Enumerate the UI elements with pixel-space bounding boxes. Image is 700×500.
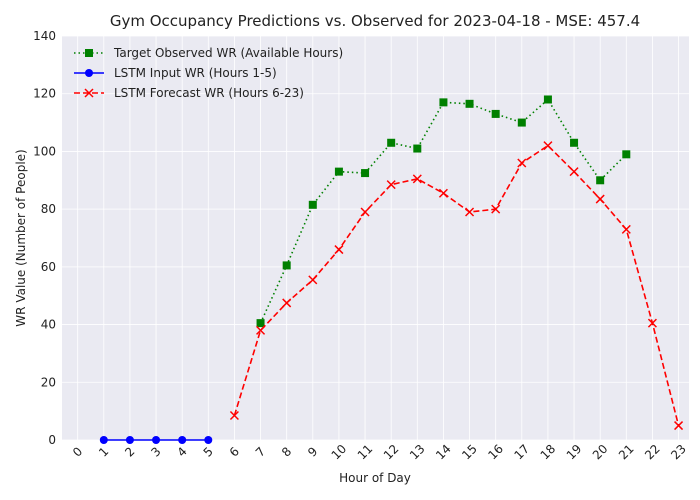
data-point: [622, 150, 631, 159]
data-point: [256, 325, 266, 335]
y-tick-label: 60: [41, 260, 56, 274]
data-point: [125, 436, 134, 444]
data-point: [360, 207, 370, 217]
y-axis-ticks: 0 20 40 60 80 100 120 140: [33, 29, 56, 447]
x-tick-label: 8: [279, 444, 294, 459]
data-point: [334, 167, 343, 176]
data-point: [204, 436, 213, 444]
y-axis-label: WR Value (Number of People): [14, 149, 28, 326]
y-tick-label: 80: [41, 202, 56, 216]
legend-label: LSTM Forecast WR (Hours 6-23): [114, 86, 304, 100]
data-point: [308, 200, 317, 209]
x-axis-ticks: 0 1 2 3 4 5 6 7 8 9 10 11 12 13 14 15 16 17 18 19 20 21 22 23: [70, 442, 689, 463]
y-tick-label: 0: [48, 433, 56, 447]
x-tick-label: 4: [175, 444, 190, 459]
x-tick-label: 6: [227, 444, 242, 459]
x-tick-label: 0: [70, 444, 85, 459]
legend-swatch-marker: [85, 69, 93, 77]
data-point: [543, 95, 552, 104]
data-point: [517, 118, 526, 127]
x-tick-label: 11: [355, 442, 376, 463]
x-tick-label: 21: [616, 442, 637, 463]
x-tick-label: 14: [433, 442, 454, 463]
x-tick-label: 13: [407, 442, 428, 463]
x-tick-label: 23: [668, 442, 689, 463]
x-tick-label: 2: [122, 444, 137, 459]
x-tick-label: 18: [538, 442, 559, 463]
legend-swatch-marker: [84, 88, 94, 98]
y-tick-label: 20: [41, 375, 56, 389]
data-point: [99, 436, 108, 444]
data-point: [152, 436, 161, 444]
data-point: [256, 319, 265, 328]
y-tick-label: 40: [41, 318, 56, 332]
legend-swatch-marker: [85, 49, 93, 57]
data-point: [229, 410, 239, 421]
data-point: [387, 138, 396, 147]
data-point: [465, 99, 474, 108]
y-tick-label: 120: [33, 87, 56, 101]
x-tick-label: 9: [305, 444, 320, 459]
data-point: [674, 421, 684, 431]
x-tick-label: 1: [96, 444, 111, 459]
x-tick-label: 20: [590, 442, 611, 463]
data-point: [647, 318, 657, 328]
grid: [62, 35, 689, 441]
data-point: [178, 436, 187, 444]
x-tick-label: 15: [459, 442, 480, 463]
x-tick-label: 19: [564, 442, 585, 463]
data-point: [491, 204, 501, 214]
series-1: [99, 436, 213, 444]
data-point: [517, 158, 527, 168]
data-point: [308, 275, 318, 285]
plot-area-background: [62, 36, 689, 440]
x-tick-label: 10: [329, 442, 350, 463]
y-tick-label: 100: [33, 144, 56, 158]
y-tick-label: 140: [33, 29, 56, 43]
chart-title: Gym Occupancy Predictions vs. Observed f…: [110, 12, 640, 30]
x-tick-label: 16: [485, 442, 506, 463]
data-point: [491, 109, 500, 118]
data-point: [412, 174, 422, 184]
data-point: [282, 298, 292, 308]
data-point: [386, 180, 396, 190]
data-point: [361, 169, 370, 178]
series-2: [229, 141, 684, 431]
x-tick-label: 12: [381, 442, 402, 463]
series-line: [233, 144, 680, 426]
data-point: [596, 176, 605, 185]
series-layer: [99, 95, 684, 444]
data-point: [282, 261, 291, 270]
data-point: [334, 245, 344, 255]
data-point: [569, 167, 579, 177]
x-tick-label: 22: [642, 442, 663, 463]
data-point: [570, 138, 579, 147]
x-tick-label: 7: [253, 444, 268, 459]
data-point: [413, 144, 422, 153]
x-tick-label: 3: [148, 444, 163, 459]
legend-label: LSTM Input WR (Hours 1-5): [114, 66, 277, 80]
data-point: [621, 224, 631, 234]
data-point: [439, 98, 448, 107]
x-tick-label: 5: [201, 444, 216, 459]
series-0: [256, 95, 631, 328]
legend: Target Observed WR (Available Hours) LSTM…: [74, 46, 343, 100]
data-point: [465, 207, 475, 217]
x-axis-label: Hour of Day: [339, 471, 411, 485]
x-tick-label: 17: [511, 442, 532, 463]
data-point: [543, 141, 553, 151]
legend-label: Target Observed WR (Available Hours): [113, 46, 343, 60]
data-point: [595, 194, 605, 204]
data-point: [438, 188, 448, 198]
